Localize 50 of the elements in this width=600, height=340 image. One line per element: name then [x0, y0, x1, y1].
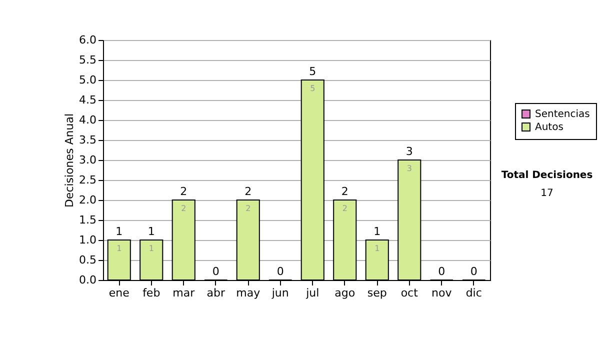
- total-label: 2: [180, 185, 188, 198]
- y-tick-label: 1.5: [79, 214, 96, 226]
- x-tick-label: ago: [334, 286, 356, 300]
- y-tick-label: 2.5: [79, 174, 96, 186]
- x-tick-label: feb: [142, 286, 160, 300]
- y-tick-label: 2.0: [79, 194, 96, 206]
- total-label: 2: [244, 185, 252, 198]
- y-tick-label: 0.0: [79, 274, 96, 286]
- total-label: 3: [406, 145, 413, 158]
- legend-label: Sentencias: [535, 109, 590, 120]
- x-tick-label: mar: [172, 286, 196, 300]
- total-label: 1: [116, 225, 123, 238]
- data-label: 2: [181, 204, 186, 213]
- y-tick-label: 5.5: [79, 54, 96, 66]
- data-label: 5: [310, 84, 316, 93]
- y-tick-label: 3.0: [79, 154, 96, 166]
- total-label: 5: [309, 65, 316, 78]
- text: 17: [540, 188, 554, 199]
- y-tick-label: 1.0: [79, 234, 96, 246]
- x-tick-label: sep: [367, 286, 387, 300]
- y-tick-label: 4.5: [79, 94, 96, 106]
- data-label: 1: [374, 244, 380, 253]
- total-label: 2: [341, 185, 348, 198]
- y-tick-label: 3.5: [79, 134, 96, 146]
- total-label: 0: [276, 265, 284, 278]
- y-tick-label: 0.5: [79, 254, 96, 266]
- total-label: 0: [438, 265, 446, 278]
- data-label: 2: [246, 204, 251, 213]
- total-label: 0: [212, 265, 220, 278]
- y-axis-title: Decisiones Anual: [63, 113, 76, 208]
- y-tick-label: 6.0: [79, 34, 96, 46]
- total-label: 1: [148, 225, 155, 238]
- x-tick-label: abr: [206, 286, 226, 300]
- data-label: 3: [406, 164, 412, 173]
- data-label: 2: [342, 204, 348, 213]
- x-tick-label: nov: [432, 286, 452, 300]
- y-tick-label: 4.0: [79, 114, 96, 126]
- total-label: 0: [470, 265, 478, 278]
- data-label: 1: [148, 244, 154, 253]
- x-tick-label: oct: [400, 286, 419, 300]
- x-tick-label: jul: [305, 286, 320, 300]
- x-tick-label: may: [236, 286, 261, 300]
- text: Total Decisiones: [500, 170, 594, 181]
- y-tick-label: 5.0: [79, 74, 96, 86]
- x-tick-label: dic: [466, 286, 482, 300]
- x-tick-label: jun: [270, 286, 289, 300]
- total-label: 1: [374, 225, 381, 238]
- legend-label: Autos: [535, 122, 564, 133]
- x-tick-label: ene: [108, 286, 130, 300]
- data-label: 1: [116, 244, 122, 253]
